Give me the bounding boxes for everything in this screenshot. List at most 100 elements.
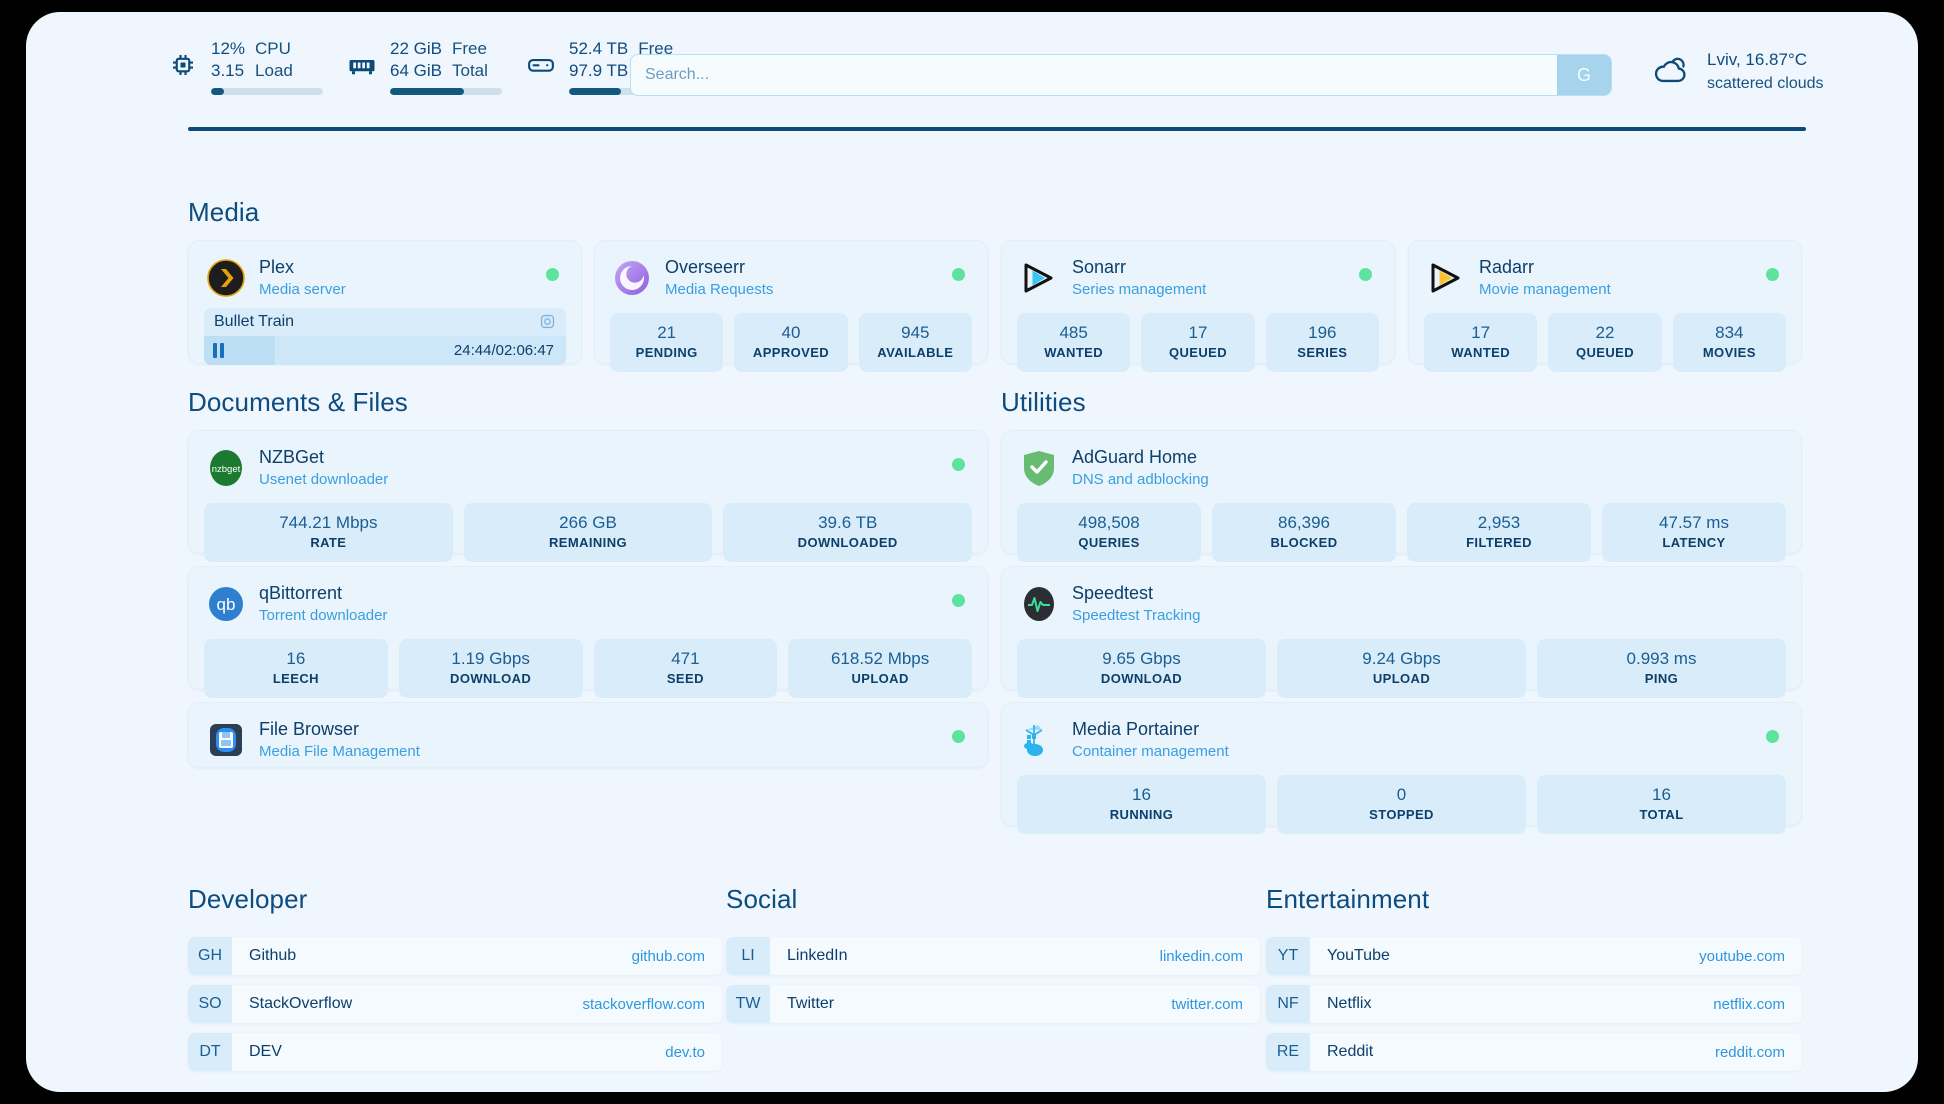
app-name: Plex (259, 257, 295, 277)
bookmark-url: dev.to (665, 1043, 705, 1061)
cast-icon[interactable] (539, 313, 556, 335)
stat-value: 2,953 (1477, 513, 1521, 532)
bookmark-url: stackoverflow.com (582, 995, 705, 1013)
stat-value: 40 (781, 323, 801, 342)
stat-pill: 498,508 QUERIES (1017, 503, 1201, 562)
now-playing-title: Bullet Train (214, 313, 295, 330)
card-header: Radarr Movie management (1409, 241, 1801, 300)
card-header: File Browser Media File Management (189, 703, 987, 762)
bookmark-url: github.com (631, 947, 705, 965)
card-file-browser[interactable]: File Browser Media File Management (188, 702, 988, 768)
card-plex[interactable]: Plex Media server Bullet Train 24:44 (188, 240, 582, 365)
stat-pill: 834 MOVIES (1672, 313, 1786, 372)
bookmark-item-github[interactable]: GH Github github.com (188, 937, 722, 975)
bookmark-group-title: Developer (188, 884, 308, 914)
card-header: AdGuard Home DNS and adblocking (1002, 431, 1801, 490)
section-title-documents: Documents & Files (188, 387, 408, 417)
player-title-row: Bullet Train (204, 308, 566, 336)
card-sonarr[interactable]: Sonarr Series management 485 WANTED 17 Q… (1001, 240, 1395, 372)
stat-label: AVAILABLE (877, 345, 954, 360)
app-subtitle: Speedtest Tracking (1072, 607, 1201, 624)
bookmark-name: Github (249, 947, 297, 964)
card-adguard-home[interactable]: AdGuard Home DNS and adblocking 498,508 … (1001, 430, 1802, 562)
adguard-shield-icon (1020, 449, 1058, 487)
cpu-label-1: CPU (255, 38, 291, 58)
card-stats: 485 WANTED 17 QUEUED 196 SERIES (1002, 300, 1394, 387)
bookmark-group-social: Social LI LinkedIn linkedin.com TW Twitt… (726, 884, 1260, 1033)
sonarr-icon (1020, 259, 1058, 297)
portainer-icon (1020, 721, 1058, 759)
app-subtitle: Usenet downloader (259, 471, 389, 488)
stat-memory: 22 GiB 64 GiB Free Total (345, 38, 502, 95)
card-speedtest[interactable]: Speedtest Speedtest Tracking 9.65 Gbps D… (1001, 566, 1802, 698)
stat-value: 945 (901, 323, 930, 342)
scattered-clouds-icon (1651, 52, 1693, 91)
card-media-portainer[interactable]: Media Portainer Container management 16 … (1001, 702, 1802, 834)
stat-value: 16 (1132, 785, 1151, 804)
app-subtitle: Media File Management (259, 743, 420, 760)
app-name: Media Portainer (1072, 719, 1200, 739)
card-qbittorrent[interactable]: qb qBittorrent Torrent downloader 16 LEE… (188, 566, 988, 698)
bookmark-item-netflix[interactable]: NF Netflix netflix.com (1266, 985, 1802, 1023)
player-duration: 02:06:47 (495, 342, 554, 359)
stat-pill: 16 RUNNING (1017, 775, 1266, 834)
svg-text:qb: qb (217, 595, 236, 614)
stat-value: 17 (1471, 323, 1491, 342)
weather-widget[interactable]: Lviv, 16.87°C scattered clouds (1651, 48, 1824, 95)
stat-value: 22 (1595, 323, 1615, 342)
stat-label: UPLOAD (851, 671, 909, 686)
bookmark-group-developer: Developer GH Github github.com SO StackO… (188, 884, 722, 1081)
status-badge (546, 268, 559, 281)
card-header: qb qBittorrent Torrent downloader (189, 567, 987, 626)
stat-pill: 196 SERIES (1265, 313, 1379, 372)
card-stats: 744.21 Mbps RATE 266 GB REMAINING 39.6 T… (189, 490, 987, 577)
stat-pill: 1.19 Gbps DOWNLOAD (398, 639, 583, 698)
bookmark-url: twitter.com (1171, 995, 1243, 1013)
pause-icon[interactable] (213, 343, 226, 358)
player-progress-row[interactable]: 24:44/02:06:47 (204, 336, 566, 365)
stat-value: 39.6 TB (818, 513, 878, 532)
card-stats: 16 LEECH 1.19 Gbps DOWNLOAD 471 SEED 618… (189, 626, 987, 713)
bookmark-item-youtube[interactable]: YT YouTube youtube.com (1266, 937, 1802, 975)
stat-cpu: 12% 3.15 CPU Load (166, 38, 323, 95)
stat-value: 9.24 Gbps (1362, 649, 1441, 668)
memory-total: 64 GiB (390, 60, 442, 80)
bookmark-url: netflix.com (1713, 995, 1785, 1013)
stat-label: PENDING (635, 345, 698, 360)
search-input[interactable] (631, 55, 1557, 95)
stat-label: LATENCY (1662, 535, 1726, 550)
card-radarr[interactable]: Radarr Movie management 17 WANTED 22 QUE… (1408, 240, 1802, 372)
card-nzbget[interactable]: nzbget NZBGet Usenet downloader 744.21 M… (188, 430, 988, 562)
bookmark-badge: YT (1266, 937, 1310, 975)
player-elapsed: 24:44 (453, 342, 492, 359)
bookmark-name: StackOverflow (249, 995, 353, 1012)
app-subtitle: Torrent downloader (259, 607, 388, 624)
bookmark-item-twitter[interactable]: TW Twitter twitter.com (726, 985, 1260, 1023)
card-overseerr[interactable]: Overseerr Media Requests 21 PENDING 40 A… (594, 240, 988, 372)
stat-label: APPROVED (752, 345, 830, 360)
search-bar[interactable]: G (630, 54, 1612, 96)
cpu-chip-icon (166, 48, 200, 82)
bookmark-item-linkedin[interactable]: LI LinkedIn linkedin.com (726, 937, 1260, 975)
app-subtitle: Movie management (1479, 281, 1611, 298)
bookmark-item-stackoverflow[interactable]: SO StackOverflow stackoverflow.com (188, 985, 722, 1023)
stat-label: MOVIES (1702, 345, 1756, 360)
cpu-usage-bar (211, 87, 323, 95)
stat-label: UPLOAD (1372, 671, 1431, 686)
bookmark-item-dev[interactable]: DT DEV dev.to (188, 1033, 722, 1071)
bookmark-item-reddit[interactable]: RE Reddit reddit.com (1266, 1033, 1802, 1071)
stat-label: SERIES (1297, 345, 1348, 360)
stat-pill: 266 GB REMAINING (463, 503, 713, 562)
bookmark-badge: LI (726, 937, 770, 975)
plex-now-playing: Bullet Train 24:44/02:06:47 (189, 300, 581, 379)
search-submit-button[interactable]: G (1557, 55, 1611, 95)
stat-label: BLOCKED (1270, 535, 1338, 550)
speedtest-pulse-icon (1020, 585, 1058, 623)
bookmark-group-title: Entertainment (1266, 884, 1430, 914)
stat-pill: 39.6 TB DOWNLOADED (723, 503, 973, 562)
bookmark-name: Netflix (1327, 995, 1372, 1012)
status-badge (1359, 268, 1372, 281)
stat-pill: 2,953 FILTERED (1407, 503, 1591, 562)
status-badge (952, 594, 965, 607)
bookmark-name: Reddit (1327, 1043, 1374, 1060)
